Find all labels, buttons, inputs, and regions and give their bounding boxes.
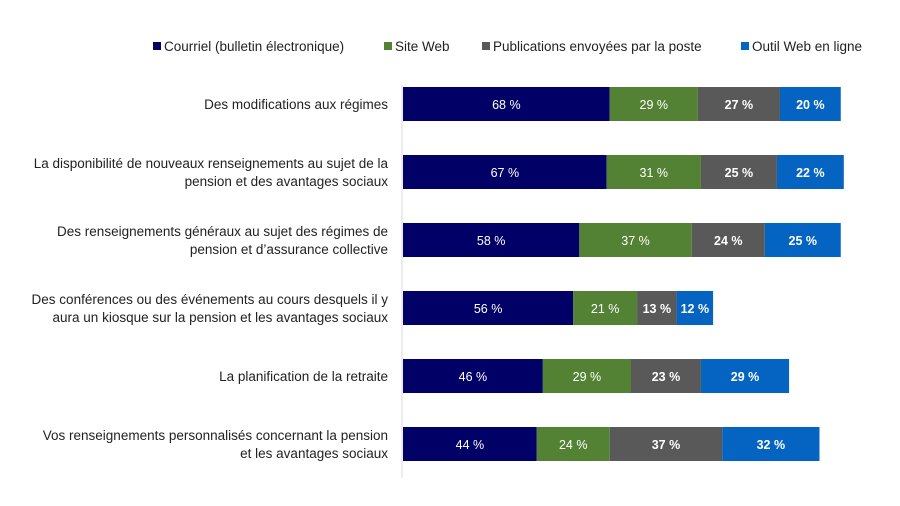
legend: Courriel (bulletin électronique) Site Web… <box>153 39 862 54</box>
bar-segment <box>637 291 677 325</box>
bar-segment <box>606 155 701 189</box>
data-label: 25 % <box>725 166 754 180</box>
data-label: 56 % <box>474 302 503 316</box>
bar-segment <box>403 291 574 325</box>
category-label: aura un kiosque sur la pension et les av… <box>53 310 389 325</box>
category-label: pension et des avantages sociaux <box>185 174 389 189</box>
bar-segment <box>403 427 537 461</box>
bar-row: Vos renseignements personnalisés concern… <box>43 427 820 461</box>
bar-row: La disponibilité de nouveaux renseigneme… <box>34 155 844 189</box>
category-label: Des modifications aux régimes <box>204 97 388 112</box>
bar-segment <box>542 359 631 393</box>
bar-segment <box>779 87 841 121</box>
bars: Des modifications aux régimes 68 % 29 % 27 … <box>32 87 844 461</box>
legend-swatch <box>741 42 749 50</box>
category-label: Vos renseignements personnalisés concern… <box>43 428 388 443</box>
bar-row: Des conférences ou des événements au cou… <box>32 291 714 325</box>
legend-label: Publications envoyées par la poste <box>493 39 702 54</box>
data-label: 67 % <box>491 166 520 180</box>
category-label: Des renseignements généraux au sujet des… <box>57 224 388 239</box>
data-label: 29 % <box>731 370 760 384</box>
data-label: 12 % <box>681 302 710 316</box>
data-label: 23 % <box>652 370 681 384</box>
bar-segment <box>609 87 698 121</box>
data-label: 13 % <box>643 302 672 316</box>
data-label: 37 % <box>621 234 650 248</box>
bar-segment <box>403 155 607 189</box>
legend-swatch <box>482 42 490 50</box>
bar-segment <box>631 359 701 393</box>
data-label: 44 % <box>456 438 485 452</box>
bar-segment <box>764 223 841 257</box>
bar-segment <box>722 427 820 461</box>
bar-segment <box>403 223 580 257</box>
data-label: 20 % <box>796 98 825 112</box>
category-label: La disponibilité de nouveaux renseigneme… <box>34 156 389 171</box>
legend-label: Site Web <box>395 39 450 54</box>
data-label: 24 % <box>714 234 743 248</box>
bar-segment <box>691 223 765 257</box>
legend-swatch <box>384 42 392 50</box>
bar-segment <box>403 359 543 393</box>
data-label: 27 % <box>725 98 754 112</box>
bar-segment <box>609 427 723 461</box>
data-label: 21 % <box>591 302 620 316</box>
legend-label: Courriel (bulletin électronique) <box>164 39 344 54</box>
bar-segment <box>579 223 692 257</box>
bar-segment <box>700 155 777 189</box>
bar-segment <box>536 427 610 461</box>
data-label: 46 % <box>459 370 488 384</box>
category-label: et les avantages sociaux <box>240 446 388 461</box>
bar-segment <box>676 291 714 325</box>
data-label: 58 % <box>477 234 506 248</box>
data-label: 29 % <box>573 370 602 384</box>
bar-row: La planification de la retraite 46 % 29 % 2… <box>219 359 790 393</box>
data-label: 29 % <box>640 98 669 112</box>
legend-swatch <box>153 42 161 50</box>
data-label: 25 % <box>789 234 818 248</box>
bar-segment <box>403 87 610 121</box>
bar-segment <box>700 359 790 393</box>
data-label: 68 % <box>492 98 521 112</box>
data-label: 24 % <box>559 438 588 452</box>
bar-row: Des renseignements généraux au sujet des… <box>57 223 841 257</box>
data-label: 37 % <box>652 438 681 452</box>
category-label: La planification de la retraite <box>219 369 388 384</box>
bar-segment <box>776 155 844 189</box>
bar-row: Des modifications aux régimes 68 % 29 % 27 … <box>204 87 841 121</box>
data-label: 22 % <box>796 166 825 180</box>
bar-segment <box>697 87 780 121</box>
category-label: Des conférences ou des événements au cou… <box>32 292 389 307</box>
data-label: 31 % <box>640 166 669 180</box>
legend-label: Outil Web en ligne <box>752 39 862 54</box>
category-label: pension et d’assurance collective <box>190 242 388 257</box>
data-label: 32 % <box>757 438 786 452</box>
bar-segment <box>573 291 638 325</box>
